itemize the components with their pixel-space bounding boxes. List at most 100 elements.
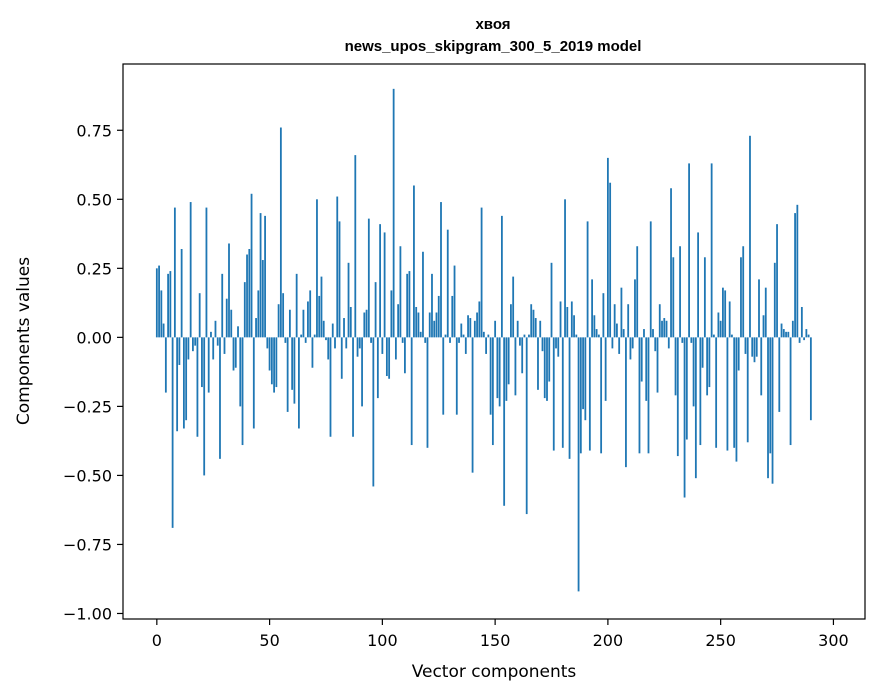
bar-122 xyxy=(431,273,433,338)
bar-186 xyxy=(575,334,578,338)
bar-71 xyxy=(316,199,318,338)
x-tick-label: 50 xyxy=(259,631,279,650)
bar-137 xyxy=(464,337,467,354)
bar-61 xyxy=(293,337,296,404)
bar-84 xyxy=(345,337,348,349)
bar-178 xyxy=(557,337,560,357)
bar-75 xyxy=(325,337,327,341)
bar-173 xyxy=(546,337,548,401)
bar-202 xyxy=(611,337,614,349)
bar-245 xyxy=(708,337,711,388)
bar-286 xyxy=(800,306,803,338)
bar-209 xyxy=(627,304,630,338)
bar-99 xyxy=(379,224,381,338)
bar-198 xyxy=(602,293,605,338)
x-tick-label: 250 xyxy=(705,631,736,650)
bar-109 xyxy=(401,337,404,343)
bar-70 xyxy=(313,334,316,338)
bar-161 xyxy=(519,337,521,346)
bar-255 xyxy=(731,334,733,338)
bar-253 xyxy=(726,337,729,451)
bar-63 xyxy=(298,337,300,429)
bar-62 xyxy=(295,273,298,338)
bar-174 xyxy=(548,337,551,382)
bar-248 xyxy=(715,337,718,448)
bar-115 xyxy=(415,306,418,338)
bar-65 xyxy=(302,309,305,338)
bar-283 xyxy=(794,213,796,338)
bar-74 xyxy=(322,320,325,338)
bar-147 xyxy=(487,334,490,338)
bar-166 xyxy=(530,304,533,338)
bar-64 xyxy=(300,334,303,338)
bar-148 xyxy=(489,337,492,415)
bar-41 xyxy=(248,249,251,338)
bar-46 xyxy=(259,213,262,338)
bar-140 xyxy=(471,337,474,473)
bar-238 xyxy=(692,337,695,407)
bar-67 xyxy=(307,301,309,338)
bar-89 xyxy=(356,337,359,357)
bar-27 xyxy=(216,337,219,346)
bar-215 xyxy=(640,337,643,382)
bar-134 xyxy=(458,337,460,343)
bar-11 xyxy=(180,249,183,338)
bar-279 xyxy=(785,331,787,338)
bar-259 xyxy=(740,257,742,338)
bar-86 xyxy=(349,306,352,338)
bar-90 xyxy=(358,337,361,349)
bar-78 xyxy=(331,323,334,338)
bar-165 xyxy=(528,334,530,338)
y-tick-label: −1.00 xyxy=(63,604,112,623)
bar-126 xyxy=(440,202,442,338)
bar-72 xyxy=(318,295,321,338)
bar-8 xyxy=(173,207,176,338)
bar-18 xyxy=(196,337,199,437)
bar-25 xyxy=(212,337,215,360)
bar-162 xyxy=(521,337,524,374)
bar-103 xyxy=(388,337,391,379)
bar-132 xyxy=(453,265,456,338)
bar-53 xyxy=(275,337,278,388)
bar-51 xyxy=(270,337,273,385)
bar-207 xyxy=(622,329,625,338)
bar-48 xyxy=(264,215,266,338)
x-tick-label: 200 xyxy=(593,631,624,650)
bar-55 xyxy=(279,127,282,338)
bar-187 xyxy=(577,337,580,592)
bar-218 xyxy=(647,337,650,454)
bar-194 xyxy=(593,315,596,338)
y-axis: −1.00 −0.75 −0.50 −0.25 0.00 0.25 0.50 0.75 xyxy=(63,121,123,623)
bar-131 xyxy=(451,295,454,338)
bar-228 xyxy=(670,188,672,338)
bars-group xyxy=(155,88,812,592)
bar-190 xyxy=(584,337,587,421)
bar-263 xyxy=(749,135,751,338)
bar-273 xyxy=(771,337,774,484)
bar-193 xyxy=(591,279,593,338)
bar-16 xyxy=(192,337,194,352)
bar-32 xyxy=(228,243,230,338)
bar-180 xyxy=(561,337,564,448)
bar-169 xyxy=(537,337,539,390)
bar-204 xyxy=(616,323,618,338)
bar-121 xyxy=(428,312,431,338)
bar-197 xyxy=(600,337,603,454)
bar-101 xyxy=(383,232,386,338)
bar-87 xyxy=(352,337,354,437)
x-tick-label: 100 xyxy=(367,631,398,650)
bar-50 xyxy=(268,337,271,371)
bar-146 xyxy=(485,337,487,354)
bar-154 xyxy=(503,337,506,506)
bar-19 xyxy=(198,293,201,338)
bar-29 xyxy=(221,273,224,338)
bar-79 xyxy=(334,337,336,349)
bar-217 xyxy=(645,337,648,401)
bar-221 xyxy=(654,337,657,352)
bar-112 xyxy=(408,271,411,338)
bar-185 xyxy=(573,315,575,338)
bar-163 xyxy=(523,334,526,338)
bar-30 xyxy=(223,337,226,354)
bar-216 xyxy=(643,329,645,338)
bar-37 xyxy=(239,337,242,407)
